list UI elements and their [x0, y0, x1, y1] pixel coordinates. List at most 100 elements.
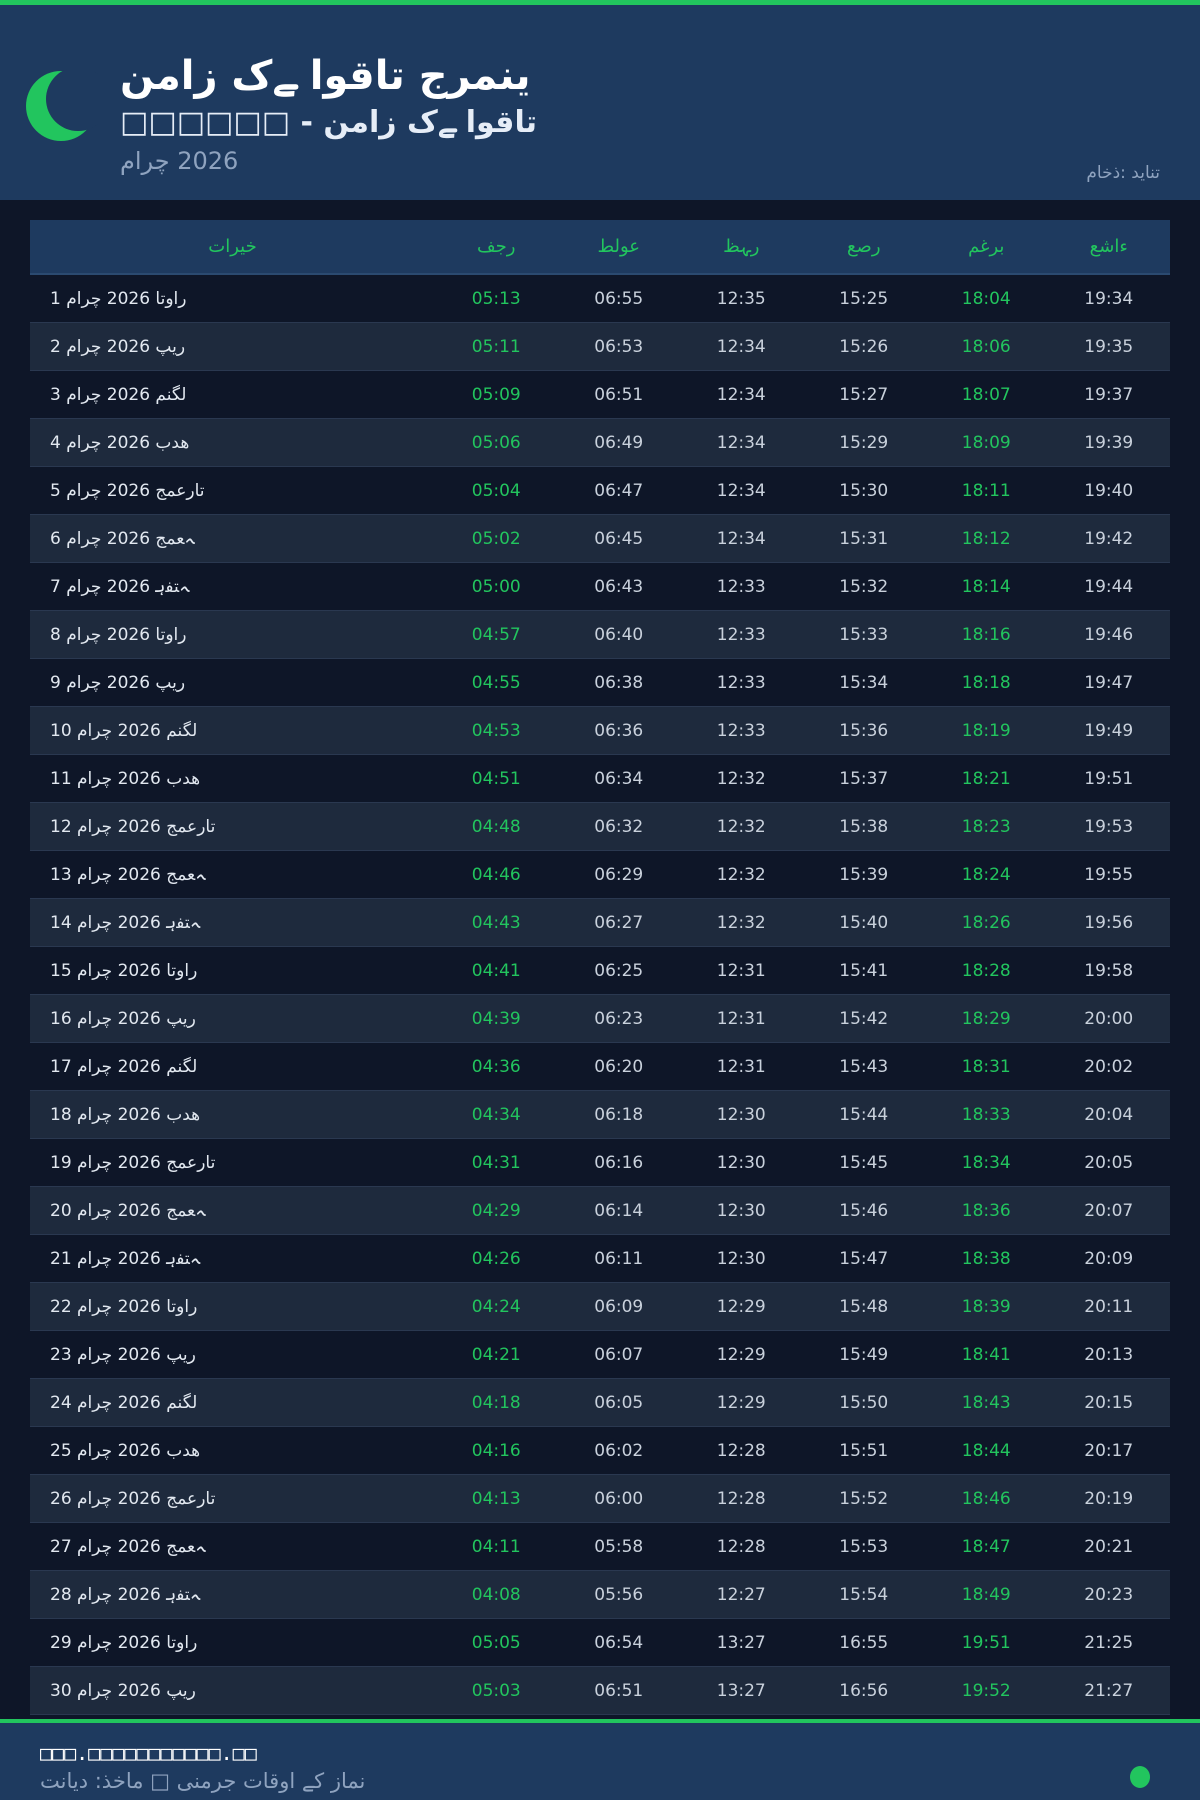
- date-cell: 30 مارچ 2026 پیر: [30, 1666, 435, 1715]
- asr-time-cell: 15:47: [802, 1234, 925, 1283]
- maghrib-time-cell: 18:18: [925, 658, 1048, 707]
- isha-time-cell: 20:19: [1047, 1474, 1170, 1523]
- sunrise-time-cell: 06:11: [557, 1234, 680, 1283]
- fajr-time-cell: 04:36: [435, 1042, 558, 1091]
- page-header: نماز کے اوقات جرمنی □□□□□□ - نماز کے اوق…: [0, 5, 1200, 200]
- isha-time-cell: 20:05: [1047, 1138, 1170, 1187]
- sunrise-time-cell: 06:45: [557, 514, 680, 563]
- fajr-time-cell: 04:26: [435, 1234, 558, 1283]
- fajr-time-cell: 04:18: [435, 1378, 558, 1427]
- asr-time-cell: 15:45: [802, 1138, 925, 1187]
- table-row: 1 مارچ 2026 اتوار 05:13 06:55 12:35 15:25 18:…: [30, 274, 1170, 323]
- dhuhr-time-cell: 13:27: [680, 1666, 803, 1715]
- page-title: نماز کے اوقات جرمنی: [120, 53, 531, 99]
- dhuhr-time-cell: 12:30: [680, 1138, 803, 1187]
- dhuhr-time-cell: 12:32: [680, 802, 803, 851]
- date-cell: 4 مارچ 2026 بدھ: [30, 418, 435, 467]
- date-cell: 29 مارچ 2026 اتوار: [30, 1618, 435, 1667]
- date-cell: 3 مارچ 2026 منگل: [30, 370, 435, 419]
- table-row: 12 مارچ 2026 جمعرات 04:48 06:32 12:32 15:38 1…: [30, 802, 1170, 851]
- isha-time-cell: 19:58: [1047, 946, 1170, 995]
- asr-time-cell: 15:48: [802, 1282, 925, 1331]
- dhuhr-time-cell: 12:34: [680, 418, 803, 467]
- table-row: 11 مارچ 2026 بدھ 04:51 06:34 12:32 15:37 18:2…: [30, 754, 1170, 803]
- column-header-dhuhr: ظہر: [680, 220, 803, 275]
- fajr-time-cell: 05:09: [435, 370, 558, 419]
- fajr-time-cell: 04:39: [435, 994, 558, 1043]
- dhuhr-time-cell: 12:34: [680, 466, 803, 515]
- fajr-time-cell: 04:46: [435, 850, 558, 899]
- asr-time-cell: 16:56: [802, 1666, 925, 1715]
- maghrib-time-cell: 18:49: [925, 1570, 1048, 1619]
- fajr-time-cell: 04:41: [435, 946, 558, 995]
- isha-time-cell: 19:55: [1047, 850, 1170, 899]
- maghrib-time-cell: 18:33: [925, 1090, 1048, 1139]
- dhuhr-time-cell: 12:28: [680, 1426, 803, 1475]
- date-cell: 11 مارچ 2026 بدھ: [30, 754, 435, 803]
- isha-time-cell: 19:51: [1047, 754, 1170, 803]
- fajr-time-cell: 05:13: [435, 274, 558, 323]
- isha-time-cell: 20:04: [1047, 1090, 1170, 1139]
- table-row: 26 مارچ 2026 جمعرات 04:13 06:00 12:28 15:52 1…: [30, 1474, 1170, 1523]
- table-row: 15 مارچ 2026 اتوار 04:41 06:25 12:31 15:41 18…: [30, 946, 1170, 995]
- dhuhr-time-cell: 12:30: [680, 1234, 803, 1283]
- dhuhr-time-cell: 12:33: [680, 658, 803, 707]
- isha-time-cell: 19:34: [1047, 274, 1170, 323]
- sunrise-time-cell: 06:18: [557, 1090, 680, 1139]
- table-row: 6 مارچ 2026 جمعہ 05:02 06:45 12:34 15:31 18:1…: [30, 514, 1170, 563]
- maghrib-time-cell: 18:36: [925, 1186, 1048, 1235]
- maghrib-time-cell: 19:51: [925, 1618, 1048, 1667]
- asr-time-cell: 15:43: [802, 1042, 925, 1091]
- sunrise-time-cell: 06:51: [557, 1666, 680, 1715]
- asr-time-cell: 15:46: [802, 1186, 925, 1235]
- asr-time-cell: 15:38: [802, 802, 925, 851]
- table-row: 4 مارچ 2026 بدھ 05:06 06:49 12:34 15:29 18:09…: [30, 418, 1170, 467]
- maghrib-time-cell: 18:44: [925, 1426, 1048, 1475]
- table-row: 9 مارچ 2026 پیر 04:55 06:38 12:33 15:34 18:18…: [30, 658, 1170, 707]
- dhuhr-time-cell: 12:32: [680, 754, 803, 803]
- footer-text: نماز کے اوقات جرمنی □ ماخذ: دیانت: [40, 1769, 366, 1793]
- fajr-time-cell: 05:05: [435, 1618, 558, 1667]
- dhuhr-time-cell: 12:29: [680, 1378, 803, 1427]
- maghrib-time-cell: 18:04: [925, 274, 1048, 323]
- footer-url[interactable]: □□□.□□□□□□□□□□□.□□: [40, 1741, 257, 1765]
- sunrise-time-cell: 06:38: [557, 658, 680, 707]
- date-cell: 9 مارچ 2026 پیر: [30, 658, 435, 707]
- table-row: 10 مارچ 2026 منگل 04:53 06:36 12:33 15:36 18:…: [30, 706, 1170, 755]
- maghrib-time-cell: 18:29: [925, 994, 1048, 1043]
- crescent-moon-icon: [26, 69, 98, 141]
- fajr-time-cell: 04:16: [435, 1426, 558, 1475]
- asr-time-cell: 15:25: [802, 274, 925, 323]
- status-dot-icon: [1130, 1766, 1150, 1788]
- month-label: مارچ 2026: [120, 147, 239, 175]
- isha-time-cell: 21:27: [1047, 1666, 1170, 1715]
- asr-time-cell: 15:51: [802, 1426, 925, 1475]
- date-cell: 8 مارچ 2026 اتوار: [30, 610, 435, 659]
- isha-time-cell: 19:37: [1047, 370, 1170, 419]
- date-cell: 6 مارچ 2026 جمعہ: [30, 514, 435, 563]
- prayer-times-table: تاریخ فجر طلوع ظہر عصر مغرب عشاء 1 مارچ 2026 ا…: [30, 220, 1170, 1715]
- sunrise-time-cell: 06:34: [557, 754, 680, 803]
- table-row: 14 مارچ 2026 ہفتہ 04:43 06:27 12:32 15:40 18:…: [30, 898, 1170, 947]
- fajr-time-cell: 05:03: [435, 1666, 558, 1715]
- sunrise-time-cell: 06:27: [557, 898, 680, 947]
- sunrise-time-cell: 06:05: [557, 1378, 680, 1427]
- date-cell: 18 مارچ 2026 بدھ: [30, 1090, 435, 1139]
- table-row: 27 مارچ 2026 جمعہ 04:11 05:58 12:28 15:53 18:…: [30, 1522, 1170, 1571]
- table-row: 17 مارچ 2026 منگل 04:36 06:20 12:31 15:43 18:…: [30, 1042, 1170, 1091]
- dhuhr-time-cell: 12:32: [680, 850, 803, 899]
- asr-time-cell: 15:30: [802, 466, 925, 515]
- column-header-date: تاریخ: [30, 220, 435, 275]
- maghrib-time-cell: 18:06: [925, 322, 1048, 371]
- sunrise-time-cell: 06:25: [557, 946, 680, 995]
- isha-time-cell: 20:13: [1047, 1330, 1170, 1379]
- asr-time-cell: 15:53: [802, 1522, 925, 1571]
- fajr-time-cell: 04:21: [435, 1330, 558, 1379]
- fajr-time-cell: 04:11: [435, 1522, 558, 1571]
- date-cell: 25 مارچ 2026 بدھ: [30, 1426, 435, 1475]
- page-footer: □□□.□□□□□□□□□□□.□□ نماز کے اوقات جرمنی □…: [0, 1723, 1200, 1800]
- dhuhr-time-cell: 12:30: [680, 1090, 803, 1139]
- date-cell: 13 مارچ 2026 جمعہ: [30, 850, 435, 899]
- table-row: 29 مارچ 2026 اتوار 05:05 06:54 13:27 16:55 19…: [30, 1618, 1170, 1667]
- dhuhr-time-cell: 12:28: [680, 1522, 803, 1571]
